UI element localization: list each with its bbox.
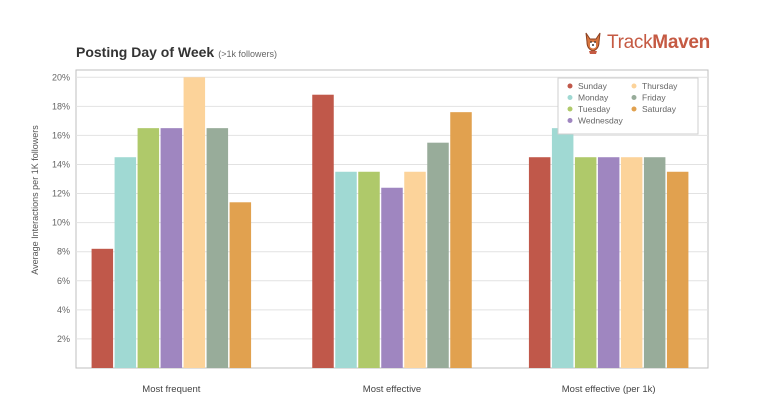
legend-label: Wednesday bbox=[578, 116, 623, 126]
bar bbox=[381, 187, 403, 368]
bar bbox=[551, 128, 574, 368]
bar bbox=[597, 157, 620, 368]
legend-swatch bbox=[631, 95, 637, 100]
y-tick-label: 6% bbox=[57, 276, 70, 286]
bar bbox=[528, 157, 551, 368]
x-tick-label: Most frequent bbox=[142, 384, 200, 395]
bar bbox=[666, 171, 689, 368]
bar bbox=[404, 171, 426, 368]
brand-word-bold: Maven bbox=[652, 32, 710, 53]
legend-swatch bbox=[567, 106, 573, 112]
bar bbox=[160, 128, 183, 368]
legend-label: Friday bbox=[642, 93, 666, 103]
bar bbox=[206, 128, 229, 368]
legend-label: Monday bbox=[578, 93, 609, 103]
legend-label: Saturday bbox=[642, 104, 677, 114]
chart-subtitle: (>1k followers) bbox=[218, 49, 277, 59]
y-tick-label: 14% bbox=[52, 159, 70, 169]
bar bbox=[643, 157, 666, 368]
y-tick-label: 16% bbox=[52, 130, 70, 140]
legend-label: Thursday bbox=[642, 81, 678, 91]
brand-word-light: Track bbox=[607, 32, 653, 53]
x-tick-label: Most effective (per 1k) bbox=[562, 384, 656, 395]
chart-title-text: Posting Day of Week bbox=[76, 44, 215, 60]
y-tick-label: 2% bbox=[57, 334, 70, 344]
legend-swatch bbox=[567, 95, 573, 100]
legend-swatch bbox=[631, 106, 637, 112]
legend-swatch bbox=[567, 118, 573, 123]
bar-layer bbox=[91, 77, 689, 369]
legend-swatch bbox=[567, 83, 573, 89]
bar bbox=[574, 157, 597, 368]
bar bbox=[358, 171, 380, 368]
legend-label: Sunday bbox=[578, 81, 608, 91]
brand-wordmark: TrackMaven bbox=[607, 32, 710, 54]
chart-title: Posting Day of Week (>1k followers) bbox=[76, 44, 277, 60]
bar bbox=[450, 112, 472, 368]
y-tick-label: 4% bbox=[57, 305, 70, 315]
bar bbox=[335, 171, 357, 368]
bar bbox=[312, 94, 334, 369]
legend-label: Tuesday bbox=[578, 104, 611, 114]
y-tick-label: 12% bbox=[52, 189, 70, 199]
legend-box bbox=[557, 77, 699, 135]
legend-swatch bbox=[631, 83, 637, 89]
bar bbox=[229, 202, 252, 368]
bar bbox=[114, 157, 137, 368]
bar bbox=[91, 248, 114, 368]
tick-layer: 2% 4% 6% 8% 10% 12% 14% 16% 18% 20% Most frequent M… bbox=[52, 72, 656, 395]
bar bbox=[427, 142, 449, 368]
y-tick-label: 10% bbox=[52, 218, 70, 228]
y-axis-label: Average Interactions per 1K followers bbox=[30, 125, 40, 275]
y-tick-label: 18% bbox=[52, 101, 70, 111]
brand-logo: TrackMaven bbox=[583, 32, 710, 54]
corgi-dog-icon bbox=[585, 32, 601, 54]
bar bbox=[620, 157, 643, 368]
bar bbox=[183, 77, 206, 368]
bar bbox=[137, 128, 160, 368]
y-tick-label: 8% bbox=[57, 247, 70, 257]
y-tick-label: 20% bbox=[52, 72, 70, 82]
x-tick-label: Most effective bbox=[363, 384, 421, 395]
